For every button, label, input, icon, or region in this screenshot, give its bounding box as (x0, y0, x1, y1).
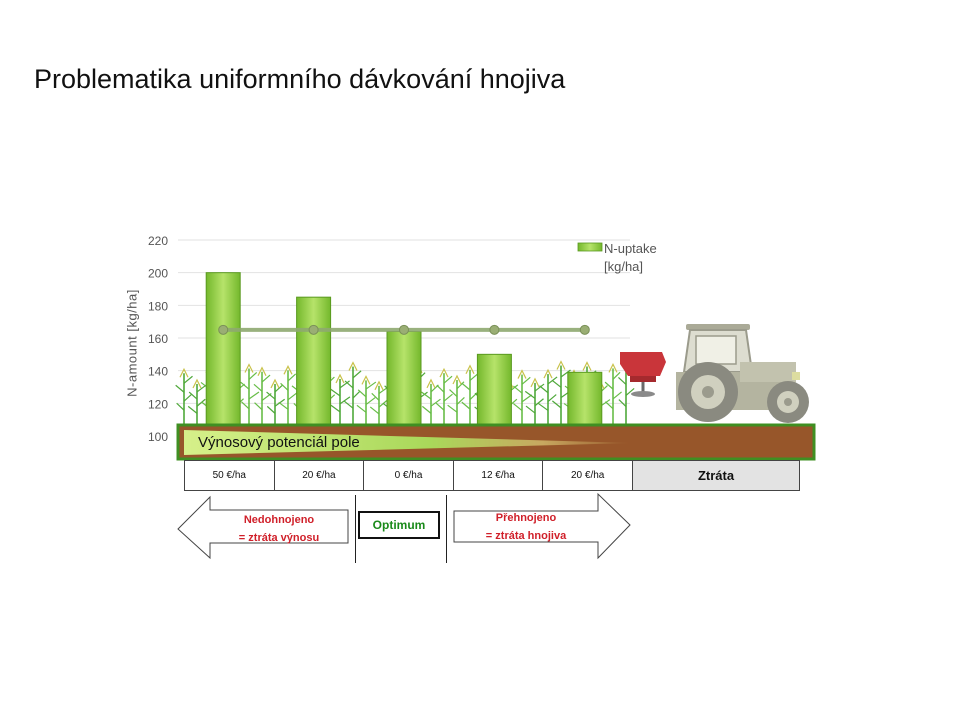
uniform-line-point (579, 324, 590, 335)
overfertilized-arrow (453, 492, 631, 560)
bar (386, 330, 422, 437)
cost-cell: 20 €/ha (542, 460, 633, 491)
page-title: Problematika uniformního dávkování hnoji… (34, 64, 566, 94)
corn-plant-icon (240, 363, 260, 426)
yield-potential-wedge (184, 430, 632, 455)
fertilizer-spreader-icon (620, 352, 666, 397)
cost-row: 50 €/ha 20 €/ha 0 €/ha 12 €/ha 20 €/ha Z… (184, 460, 800, 491)
cost-table: 50 €/ha 20 €/ha 0 €/ha 12 €/ha 20 €/ha Z… (184, 460, 800, 491)
overfertilized-label: Přehnojeno = ztráta hnojiva (460, 509, 592, 545)
y-axis-label: N-amount [kg/ha] (124, 289, 140, 397)
uniform-line-point (218, 324, 229, 335)
bar (296, 296, 332, 437)
underfertilized-line2: = ztráta výnosu (238, 532, 320, 544)
cost-cell: 12 €/ha (452, 460, 544, 491)
corn-plant-icon (421, 378, 441, 426)
corn-plant-icon (604, 363, 622, 426)
corn-plant-icon (329, 373, 351, 426)
underfertilized-label: Nedohnojeno = ztráta výnosu (212, 511, 346, 547)
uniform-dose-line (218, 324, 590, 335)
corn-plant-icon (253, 366, 272, 426)
cost-cell: 0 €/ha (363, 460, 454, 491)
y-tick-labels: 220 200 180 160 140 120 100 (148, 234, 168, 444)
y-tick-label: 140 (148, 365, 168, 379)
corn-plant-icon (524, 377, 545, 426)
loss-cell: Ztráta (632, 460, 800, 491)
corn-plant-icon (278, 364, 298, 426)
underfertilized-arrow (177, 495, 349, 560)
corn-plant-icon (187, 378, 207, 426)
y-tick-label: 180 (148, 299, 168, 313)
corn-plant-icon (513, 369, 533, 426)
y-tick-label: 120 (148, 397, 168, 411)
legend: N-uptake [kg/ha] (604, 240, 657, 276)
tractor-icon (676, 324, 809, 423)
corn-plant-icon (343, 361, 362, 426)
corn-plant-icon (551, 360, 572, 426)
corn-plant-icon (447, 374, 465, 426)
bar (205, 272, 241, 437)
uniform-line-point (399, 324, 409, 335)
optimum-box: Optimum (358, 511, 440, 539)
cost-cell: 20 €/ha (273, 460, 365, 491)
uniform-line-point (308, 324, 319, 335)
corn-plant-icon (356, 375, 377, 426)
corn-plant-icon (175, 367, 193, 426)
legend-swatch (577, 242, 603, 252)
legend-line2: [kg/ha] (604, 259, 644, 274)
bar (476, 353, 512, 437)
uniform-line-point (489, 324, 500, 335)
overfertilized-line2: = ztráta hnojiva (485, 530, 567, 542)
corn-plant-icon (435, 367, 453, 426)
corn-plant-icon (537, 368, 558, 426)
divider-left (355, 495, 356, 563)
divider-right (446, 495, 447, 563)
y-tick-label: 100 (148, 430, 168, 444)
legend-line1: N-uptake (604, 241, 657, 256)
corn-plant-icon (461, 364, 479, 426)
corn-plant-icon (369, 380, 390, 426)
overfertilized-line1: Přehnojeno (495, 512, 557, 524)
y-tick-label: 160 (148, 332, 168, 346)
underfertilized-line1: Nedohnojeno (243, 514, 315, 526)
corn-plant-icon (266, 378, 286, 426)
cost-cell: 50 €/ha (184, 460, 275, 491)
y-tick-label: 200 (148, 267, 168, 281)
y-tick-label: 220 (148, 234, 168, 248)
bars (205, 272, 603, 437)
soil-band-label: Výnosový potenciál pole (198, 434, 360, 451)
